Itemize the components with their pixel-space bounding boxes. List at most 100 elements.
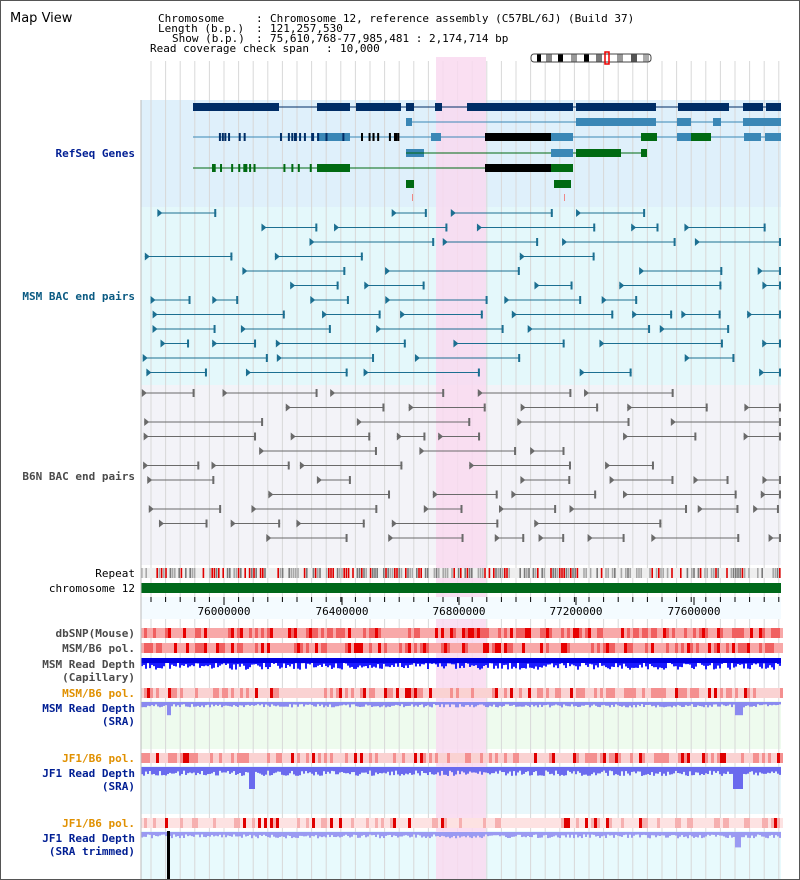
track-label-b6n-bac[interactable]: B6N BAC end pairs	[22, 470, 135, 483]
msm-depth-sra-bar	[571, 702, 573, 705]
b6n-bac-end	[469, 461, 475, 470]
msm-depth-sra-bar	[767, 702, 769, 707]
msm-bac-end	[315, 223, 318, 232]
jf1-b6-pol-cell	[321, 753, 324, 763]
track-label-dbsnp[interactable]: dbSNP(Mouse)	[55, 627, 135, 640]
msm-b6-pol-cell	[213, 643, 216, 653]
track-label-jf1-b6-pol-1[interactable]: JF1/B6 pol.	[62, 752, 135, 765]
msm-b6-pol-2-cell	[555, 688, 558, 698]
msm-b6-pol-cell	[189, 643, 192, 653]
msm-b6-pol-cell	[603, 643, 606, 653]
msm-b6-pol-2-cell	[540, 688, 543, 698]
dbsnp-cell	[345, 628, 348, 638]
jf1-depth-sra-bar	[147, 767, 149, 774]
msm-bac-end	[150, 296, 156, 304]
msm-depth-capillary-top	[165, 658, 167, 663]
msm-depth-sra-bar	[655, 702, 657, 708]
repeat-element	[163, 568, 165, 578]
msm-b6-pol-2-cell	[780, 688, 783, 698]
msm-b6-pol-cell	[177, 643, 180, 653]
b6n-bac-end	[538, 534, 544, 542]
msm-depth-sra-bar	[667, 702, 669, 707]
repeat-element	[365, 568, 367, 578]
track-label-msm-b6-pol-2[interactable]: MSM/B6 pol.	[62, 687, 135, 700]
jf1-depth-sra-bar	[453, 767, 455, 776]
jf1-depth-sra-bar	[393, 767, 395, 776]
msm-depth-capillary-top	[309, 658, 311, 663]
track-label-msm-b6-pol-1[interactable]: MSM/B6 pol.	[62, 642, 135, 655]
msm-depth-capillary-top	[775, 658, 777, 663]
track-label-msm-depth-cap[interactable]: MSM Read Depth	[42, 658, 135, 671]
track-label-msm-depth-sra[interactable]: MSM Read Depth	[42, 702, 135, 715]
jf1-b6-pol-cell	[720, 753, 723, 763]
msm-depth-capillary-top	[501, 658, 503, 663]
msm-depth-capillary-bar	[279, 658, 281, 669]
dbsnp-cell	[150, 628, 153, 638]
msm-b6-pol-2-cell	[237, 688, 240, 698]
msm-depth-capillary-top	[519, 658, 521, 663]
msm-depth-sra-bar	[155, 702, 157, 705]
track-label-msm-bac[interactable]: MSM BAC end pairs	[22, 290, 135, 303]
msm-b6-pol-cell	[351, 643, 354, 653]
msm-b6-pol-cell	[504, 643, 507, 653]
repeat-element	[398, 568, 400, 578]
jf1-depth-sra-bar	[739, 767, 741, 789]
msm-depth-capillary-top	[391, 658, 393, 663]
jf1-depth-trimmed-bar	[499, 832, 501, 837]
jf1-b6-pol-cell	[771, 753, 774, 763]
msm-depth-capillary-top	[567, 658, 569, 663]
repeat-element	[193, 568, 196, 578]
jf1-depth-sra-bar	[187, 767, 189, 774]
msm-b6-pol-2-cell	[375, 688, 378, 698]
msm-bac-end	[276, 354, 282, 362]
jf1-depth-trimmed-bar	[387, 832, 389, 836]
msm-depth-capillary-top	[761, 658, 763, 663]
show-label: Show (b.p.)	[172, 32, 245, 45]
jf1-b6-pol-2-cell	[423, 818, 426, 828]
msm-bac-end	[593, 223, 596, 232]
msm-depth-sra-bar	[271, 702, 273, 705]
jf1-depth-trimmed-bar	[277, 832, 279, 838]
jf1-b6-pol-2-cell	[558, 818, 561, 828]
msm-b6-pol-2-cell	[723, 688, 726, 698]
msm-b6-pol-2-cell	[408, 688, 411, 698]
jf1-depth-trimmed-bar	[769, 832, 771, 836]
repeat-element	[649, 568, 651, 578]
jf1-depth-sra-bar	[151, 767, 153, 775]
jf1-b6-pol-cell	[522, 753, 525, 763]
jf1-depth-trimmed-bar	[331, 832, 333, 836]
jf1-depth-sra-bar	[271, 767, 273, 776]
msm-depth-sra-bar	[415, 702, 417, 706]
dbsnp-cell	[648, 628, 651, 638]
jf1-b6-pol-2-cell	[309, 818, 312, 828]
msm-bac-end	[720, 267, 723, 275]
jf1-depth-trimmed-bar	[673, 832, 675, 836]
msm-b6-pol-2-cell	[309, 688, 312, 698]
msm-b6-pol-cell	[330, 643, 333, 653]
jf1-depth-sra-bar	[645, 767, 647, 775]
track-label-jf1-depth[interactable]: JF1 Read Depth	[42, 767, 135, 780]
dbsnp-cell	[312, 628, 315, 638]
track-label-jf1-depth-trimmed[interactable]: JF1 Read Depth	[42, 832, 135, 845]
msm-depth-sra-bar	[345, 702, 347, 706]
msm-b6-pol-2-cell	[369, 688, 372, 698]
jf1-b6-pol-2-cell	[342, 818, 345, 828]
msm-b6-pol-cell	[159, 643, 162, 653]
msm-depth-sra-bar	[273, 702, 275, 706]
dbsnp-cell	[528, 628, 531, 638]
refseq-exon-tick	[377, 133, 380, 141]
track-label-jf1-b6-pol-2[interactable]: JF1/B6 pol.	[62, 817, 135, 830]
msm-b6-pol-cell	[525, 643, 528, 653]
refseq-exon	[641, 149, 647, 157]
jf1-depth-trimmed-bar	[605, 832, 607, 838]
jf1-b6-pol-cell	[249, 753, 252, 763]
jf1-depth-sra-bar	[379, 767, 381, 774]
jf1-b6-pol-cell	[258, 753, 261, 763]
msm-depth-sra-bar	[329, 702, 331, 705]
msm-depth-capillary-top	[575, 658, 577, 663]
track-label-refseq[interactable]: RefSeq Genes	[55, 147, 135, 160]
jf1-b6-pol-2-cell	[279, 818, 282, 828]
dbsnp-cell	[384, 628, 387, 638]
jf1-depth-sra-bar	[377, 767, 379, 775]
